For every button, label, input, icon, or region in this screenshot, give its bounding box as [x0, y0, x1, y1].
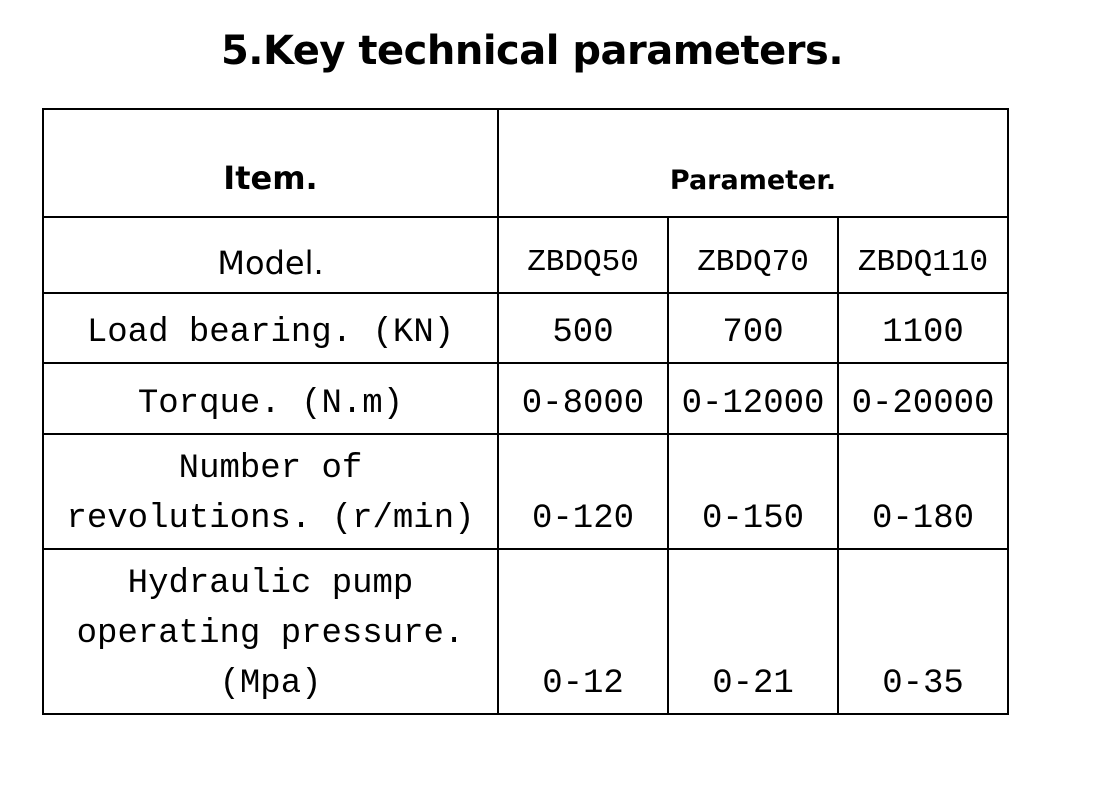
row-label: Load bearing. (KN) — [42, 292, 499, 364]
row-label: Number of revolutions. (r/min) — [42, 433, 499, 550]
cell: 0-20000 — [837, 362, 1009, 435]
row-label: Torque. (N.m) — [42, 362, 499, 435]
table-header-row: Item. Parameter. — [42, 108, 1009, 218]
parameters-table: Item. Parameter. Model. ZBDQ50 ZBDQ70 ZB… — [42, 108, 1009, 715]
row-label: Model. — [42, 216, 499, 294]
row-label: Hydraulic pump operating pressure. (Mpa) — [42, 548, 499, 715]
cell: 500 — [497, 292, 669, 364]
cell: 1100 — [837, 292, 1009, 364]
cell: 0-180 — [837, 433, 1009, 550]
cell: 700 — [667, 292, 839, 364]
table-row: Load bearing. (KN) 500 700 1100 — [42, 292, 1009, 364]
cell: 0-12 — [497, 548, 669, 715]
table-row: Number of revolutions. (r/min) 0-120 0-1… — [42, 433, 1009, 550]
cell: ZBDQ110 — [837, 216, 1009, 294]
header-parameter: Parameter. — [497, 108, 1009, 218]
cell: ZBDQ70 — [667, 216, 839, 294]
cell: ZBDQ50 — [497, 216, 669, 294]
table-row: Torque. (N.m) 0-8000 0-12000 0-20000 — [42, 362, 1009, 435]
table-row: Model. ZBDQ50 ZBDQ70 ZBDQ110 — [42, 216, 1009, 294]
cell: 0-8000 — [497, 362, 669, 435]
cell: 0-150 — [667, 433, 839, 550]
table-row: Hydraulic pump operating pressure. (Mpa)… — [42, 548, 1009, 715]
cell: 0-120 — [497, 433, 669, 550]
cell: 0-35 — [837, 548, 1009, 715]
cell: 0-21 — [667, 548, 839, 715]
cell: 0-12000 — [667, 362, 839, 435]
page-title: 5.Key technical parameters. — [220, 28, 844, 74]
header-item: Item. — [42, 108, 499, 218]
